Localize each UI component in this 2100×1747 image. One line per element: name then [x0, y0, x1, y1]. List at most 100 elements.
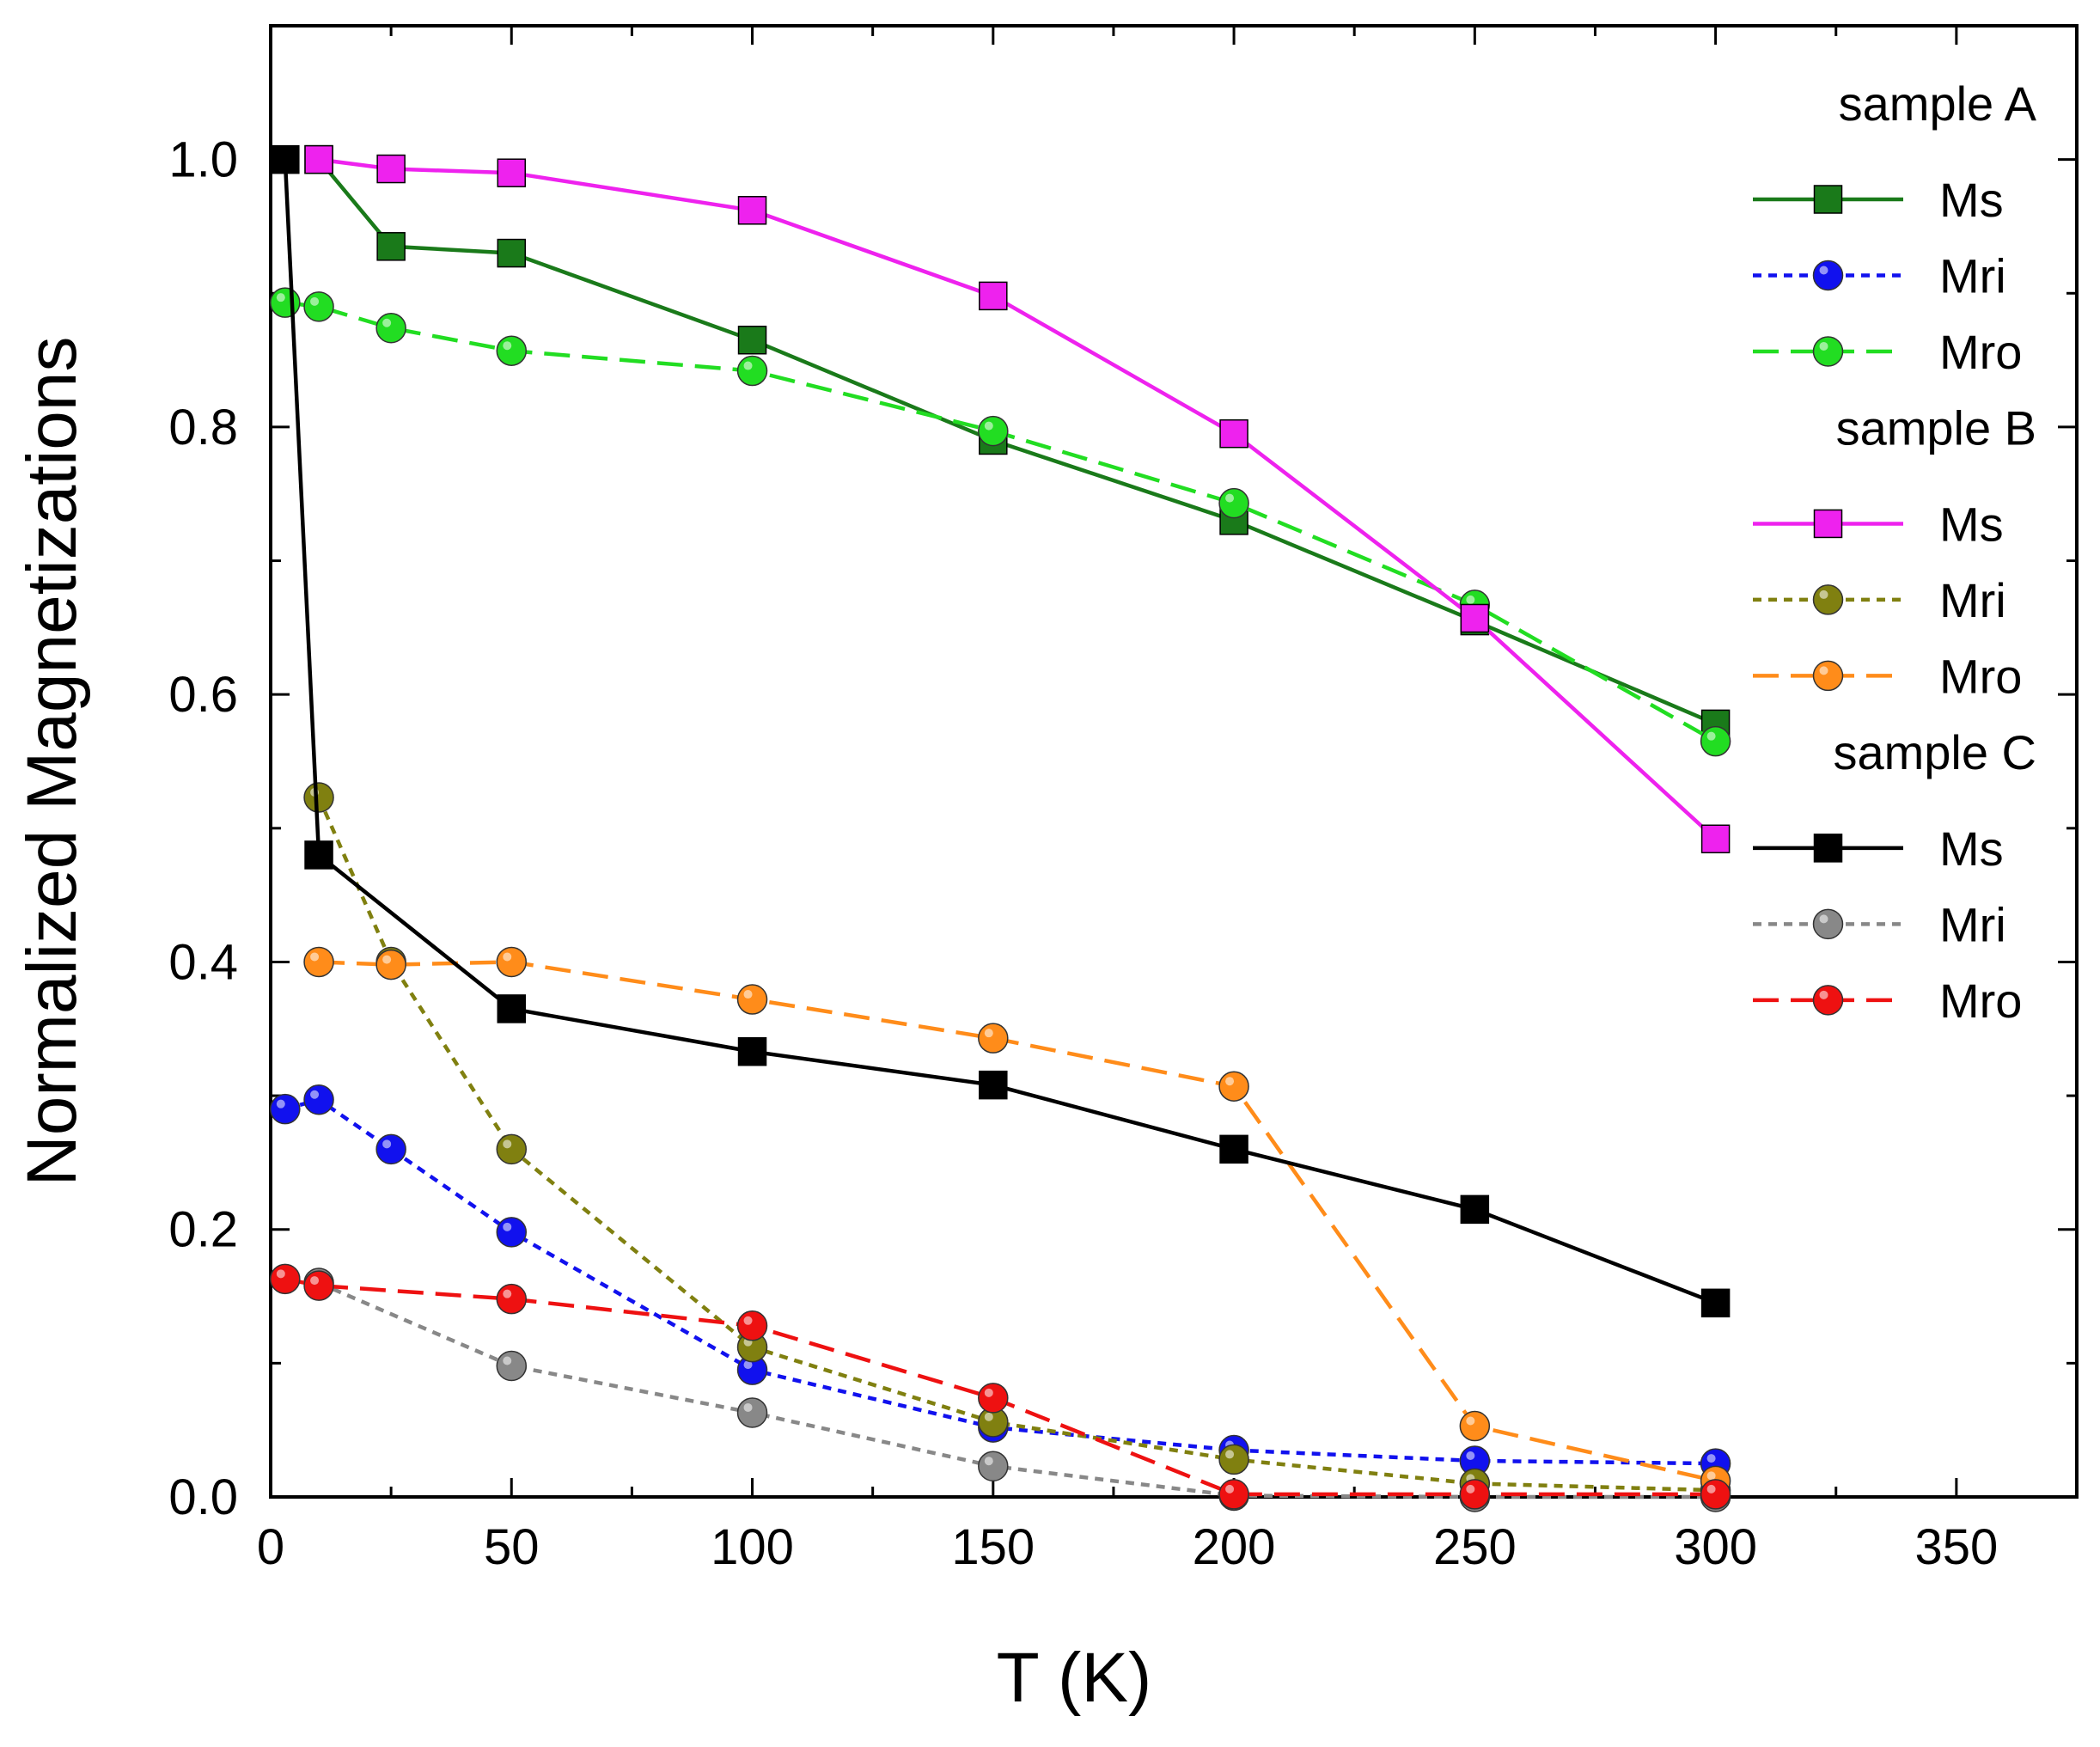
legend-item-sample-a-ms: Ms — [1753, 173, 2004, 227]
data-point-sample-b-mri — [496, 1133, 528, 1165]
y-tick-label: 0.8 — [168, 400, 238, 455]
x-tick-label: 300 — [1674, 1519, 1757, 1575]
series-sample-b-ms — [304, 144, 1731, 854]
data-point-sample-a-mro — [270, 287, 301, 318]
x-tick-label: 150 — [951, 1519, 1035, 1575]
y-tick-label: 0.4 — [168, 934, 238, 990]
data-point-sample-b-mro-highlight — [984, 1029, 993, 1038]
data-point-sample-c-mro-highlight — [743, 1316, 753, 1325]
data-point-sample-a-mro-highlight — [310, 296, 320, 306]
data-point-sample-b-mri-highlight — [1225, 1450, 1235, 1459]
data-point-sample-b-mro-highlight — [382, 955, 392, 964]
x-axis-title: T (K) — [997, 1639, 1152, 1717]
legend-item-sample-b-ms: Ms — [1753, 497, 2004, 551]
legend-label: Mro — [1939, 974, 2022, 1028]
data-point-sample-a-mro-highlight — [382, 318, 392, 327]
data-point-sample-b-ms — [304, 144, 333, 174]
data-point-sample-b-mro-highlight — [503, 952, 512, 962]
legend-marker-highlight — [1819, 666, 1828, 675]
legend-label: Ms — [1939, 497, 2004, 551]
data-point-sample-c-ms — [304, 840, 333, 870]
data-point-sample-a-ms — [737, 325, 767, 355]
legend-label: Mri — [1939, 248, 2006, 302]
series-sample-c-ms — [271, 144, 1731, 1318]
data-point-sample-b-mro — [978, 1023, 1009, 1054]
legend-label: Mro — [1939, 325, 2022, 379]
data-point-sample-c-mro-highlight — [984, 1388, 993, 1397]
y-tick-label: 0.2 — [168, 1202, 238, 1258]
data-point-sample-a-mri — [375, 1133, 406, 1165]
x-tick-label: 0 — [257, 1519, 284, 1575]
legend: sample A Ms Mri Mro sample B Ms Mri Mro sample C… — [1753, 76, 2037, 1028]
series-sample-a-ms — [304, 144, 1731, 739]
legend-marker-highlight — [1819, 914, 1828, 924]
data-point-sample-b-mro-highlight — [1225, 1077, 1235, 1086]
data-point-sample-c-mro — [496, 1283, 528, 1315]
y-tick-label: 1.0 — [168, 132, 238, 188]
data-point-sample-a-mro-highlight — [1466, 595, 1475, 604]
data-point-sample-a-ms — [497, 238, 527, 268]
legend-label: Mro — [1939, 649, 2022, 703]
y-axis-title: Normalized Magnetizations — [13, 336, 91, 1186]
legend-marker — [1812, 660, 1844, 692]
data-point-sample-a-mro-highlight — [276, 293, 285, 302]
data-point-sample-a-mri — [270, 1093, 301, 1125]
legend-marker — [1812, 260, 1844, 291]
data-point-sample-a-mri-highlight — [1466, 1451, 1475, 1460]
series-sample-a-mro — [270, 287, 1731, 757]
data-point-sample-a-mro-highlight — [984, 421, 993, 431]
data-point-sample-a-mri-highlight — [382, 1139, 392, 1149]
data-point-sample-b-ms — [376, 154, 406, 184]
legend-item-sample-c-ms: Ms — [1753, 822, 2004, 876]
data-point-sample-c-mri — [978, 1451, 1009, 1481]
legend-item-sample-c-mri: Mri — [1753, 897, 2006, 951]
legend-marker-highlight — [1819, 990, 1828, 999]
x-tick-label: 250 — [1433, 1519, 1517, 1575]
data-point-sample-c-mro — [736, 1310, 768, 1341]
legend-label: Ms — [1939, 822, 2004, 876]
legend-marker — [1813, 185, 1843, 214]
legend-group-title: sample A — [1839, 76, 2037, 131]
x-tick-label: 100 — [711, 1519, 794, 1575]
series-layer — [270, 144, 1731, 1512]
legend-marker — [1812, 336, 1844, 367]
x-tick-label: 50 — [484, 1519, 540, 1575]
data-point-sample-b-mro — [1218, 1071, 1249, 1102]
legend-item-sample-b-mro: Mro — [1753, 649, 2022, 703]
data-point-sample-c-mro — [1459, 1479, 1491, 1510]
data-point-sample-c-ms — [271, 144, 300, 174]
data-point-sample-b-mro — [496, 946, 528, 978]
data-point-sample-a-mri-highlight — [1706, 1454, 1716, 1463]
x-tick-label: 200 — [1193, 1519, 1276, 1575]
legend-label: Mri — [1939, 897, 2006, 951]
legend-marker-highlight — [1819, 341, 1828, 351]
series-sample-c-mro — [270, 1263, 1731, 1510]
legend-marker-highlight — [1819, 589, 1828, 599]
data-point-sample-c-mro — [270, 1263, 301, 1295]
legend-marker — [1813, 834, 1843, 863]
data-point-sample-a-mro — [1700, 725, 1731, 757]
data-point-sample-a-mri — [303, 1084, 334, 1115]
data-point-sample-c-mro-highlight — [276, 1269, 285, 1279]
data-point-sample-c-mri-highlight — [984, 1457, 993, 1466]
series-sample-b-mri — [303, 782, 1731, 1506]
legend-item-sample-a-mri: Mri — [1753, 248, 2006, 302]
data-point-sample-b-mri-highlight — [984, 1412, 993, 1421]
data-point-sample-c-mro-highlight — [1225, 1484, 1235, 1494]
data-point-sample-b-mro-highlight — [1466, 1416, 1475, 1426]
series-line-sample-c-mri — [318, 1280, 1716, 1500]
data-point-sample-c-mro — [303, 1270, 334, 1301]
data-point-sample-c-ms — [1700, 1288, 1731, 1318]
data-point-sample-a-mro-highlight — [743, 361, 753, 370]
legend-label: Mri — [1939, 573, 2006, 627]
x-tick-label: 350 — [1914, 1519, 1998, 1575]
legend-item-sample-c-mro: Mro — [1753, 974, 2022, 1028]
legend-label: Ms — [1939, 173, 2004, 227]
data-point-sample-a-mro — [303, 291, 334, 322]
data-point-sample-a-mro — [375, 312, 406, 344]
data-point-sample-a-mro — [978, 415, 1009, 447]
data-point-sample-b-mro — [303, 946, 334, 978]
data-point-sample-a-mro — [736, 355, 768, 387]
data-point-sample-a-mro — [1218, 487, 1249, 519]
data-point-sample-c-mro — [978, 1383, 1009, 1414]
